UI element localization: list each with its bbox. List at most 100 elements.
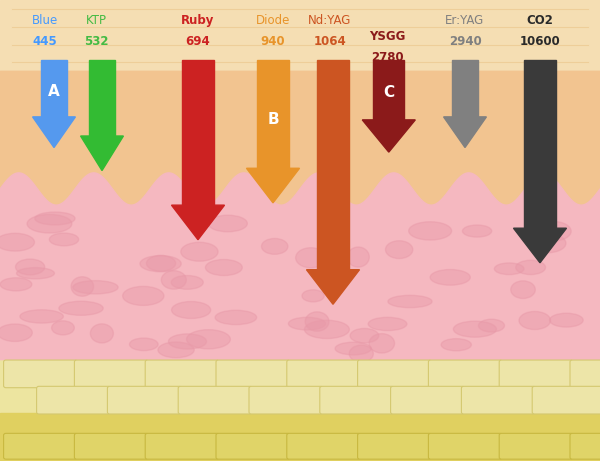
Ellipse shape <box>169 334 206 349</box>
FancyBboxPatch shape <box>358 360 431 388</box>
Ellipse shape <box>161 271 187 289</box>
Ellipse shape <box>172 301 211 319</box>
Text: A: A <box>48 84 60 99</box>
Bar <box>317 60 349 270</box>
Polygon shape <box>514 228 566 263</box>
Ellipse shape <box>0 324 32 342</box>
Ellipse shape <box>550 313 583 327</box>
Bar <box>452 60 478 117</box>
FancyBboxPatch shape <box>358 433 431 459</box>
Polygon shape <box>172 205 224 240</box>
FancyBboxPatch shape <box>216 360 290 388</box>
Ellipse shape <box>16 259 44 275</box>
FancyBboxPatch shape <box>178 386 252 414</box>
Text: Diode: Diode <box>256 14 290 27</box>
Ellipse shape <box>0 233 34 251</box>
Text: 532: 532 <box>84 35 108 48</box>
FancyBboxPatch shape <box>287 433 361 459</box>
Ellipse shape <box>73 281 118 294</box>
Bar <box>0 0 600 71</box>
Ellipse shape <box>91 324 113 343</box>
Ellipse shape <box>262 238 288 254</box>
Ellipse shape <box>181 242 218 261</box>
Text: CO2: CO2 <box>527 14 553 27</box>
FancyBboxPatch shape <box>570 360 600 388</box>
Ellipse shape <box>302 290 324 302</box>
Ellipse shape <box>71 277 94 296</box>
Text: 445: 445 <box>32 35 58 48</box>
Polygon shape <box>307 270 359 304</box>
Ellipse shape <box>430 270 470 285</box>
Ellipse shape <box>519 312 550 330</box>
Ellipse shape <box>140 255 181 272</box>
Bar <box>257 60 289 168</box>
FancyBboxPatch shape <box>107 386 181 414</box>
Bar <box>524 60 556 228</box>
Ellipse shape <box>205 260 242 276</box>
Ellipse shape <box>187 330 230 349</box>
Ellipse shape <box>215 310 257 325</box>
Bar <box>89 60 115 136</box>
Ellipse shape <box>35 212 75 225</box>
Polygon shape <box>32 117 76 148</box>
Text: B: B <box>267 112 279 127</box>
Ellipse shape <box>208 215 247 232</box>
Ellipse shape <box>158 342 194 358</box>
FancyBboxPatch shape <box>4 360 77 388</box>
Ellipse shape <box>369 334 395 353</box>
Polygon shape <box>362 120 415 152</box>
Text: 2780: 2780 <box>371 51 403 64</box>
FancyBboxPatch shape <box>428 433 502 459</box>
Ellipse shape <box>20 310 64 323</box>
FancyBboxPatch shape <box>532 386 600 414</box>
Ellipse shape <box>122 286 164 305</box>
FancyBboxPatch shape <box>145 433 219 459</box>
Ellipse shape <box>516 260 545 275</box>
Bar <box>373 60 404 120</box>
Bar <box>0 71 600 207</box>
Polygon shape <box>80 136 124 171</box>
Text: Nd:YAG: Nd:YAG <box>308 14 352 27</box>
Ellipse shape <box>494 263 524 275</box>
Ellipse shape <box>385 241 413 259</box>
Ellipse shape <box>59 301 103 315</box>
Polygon shape <box>247 168 299 203</box>
FancyBboxPatch shape <box>145 360 219 388</box>
FancyBboxPatch shape <box>391 386 464 414</box>
Ellipse shape <box>146 255 176 271</box>
FancyBboxPatch shape <box>499 360 573 388</box>
Bar <box>0 413 600 461</box>
Ellipse shape <box>171 276 203 289</box>
Ellipse shape <box>349 345 373 362</box>
Ellipse shape <box>454 321 496 337</box>
FancyBboxPatch shape <box>74 360 148 388</box>
FancyBboxPatch shape <box>287 360 361 388</box>
Text: 2940: 2940 <box>449 35 481 48</box>
Text: 10600: 10600 <box>520 35 560 48</box>
Ellipse shape <box>347 247 369 267</box>
Text: C: C <box>383 85 394 100</box>
Ellipse shape <box>350 328 379 343</box>
Ellipse shape <box>479 319 505 332</box>
Polygon shape <box>443 117 487 148</box>
Ellipse shape <box>49 233 79 246</box>
FancyBboxPatch shape <box>320 386 394 414</box>
Ellipse shape <box>0 278 32 291</box>
FancyBboxPatch shape <box>461 386 535 414</box>
FancyBboxPatch shape <box>499 433 573 459</box>
Text: Ruby: Ruby <box>181 14 215 27</box>
Bar <box>0 360 600 413</box>
Ellipse shape <box>335 342 371 355</box>
Ellipse shape <box>304 320 349 338</box>
Text: 940: 940 <box>260 35 286 48</box>
FancyBboxPatch shape <box>74 433 148 459</box>
FancyBboxPatch shape <box>216 433 290 459</box>
Text: Blue: Blue <box>32 14 58 27</box>
Text: KTP: KTP <box>86 14 107 27</box>
Text: 1064: 1064 <box>314 35 346 48</box>
Ellipse shape <box>441 339 472 351</box>
Ellipse shape <box>463 225 492 237</box>
Ellipse shape <box>17 268 55 279</box>
Ellipse shape <box>511 281 535 298</box>
Ellipse shape <box>409 222 452 240</box>
